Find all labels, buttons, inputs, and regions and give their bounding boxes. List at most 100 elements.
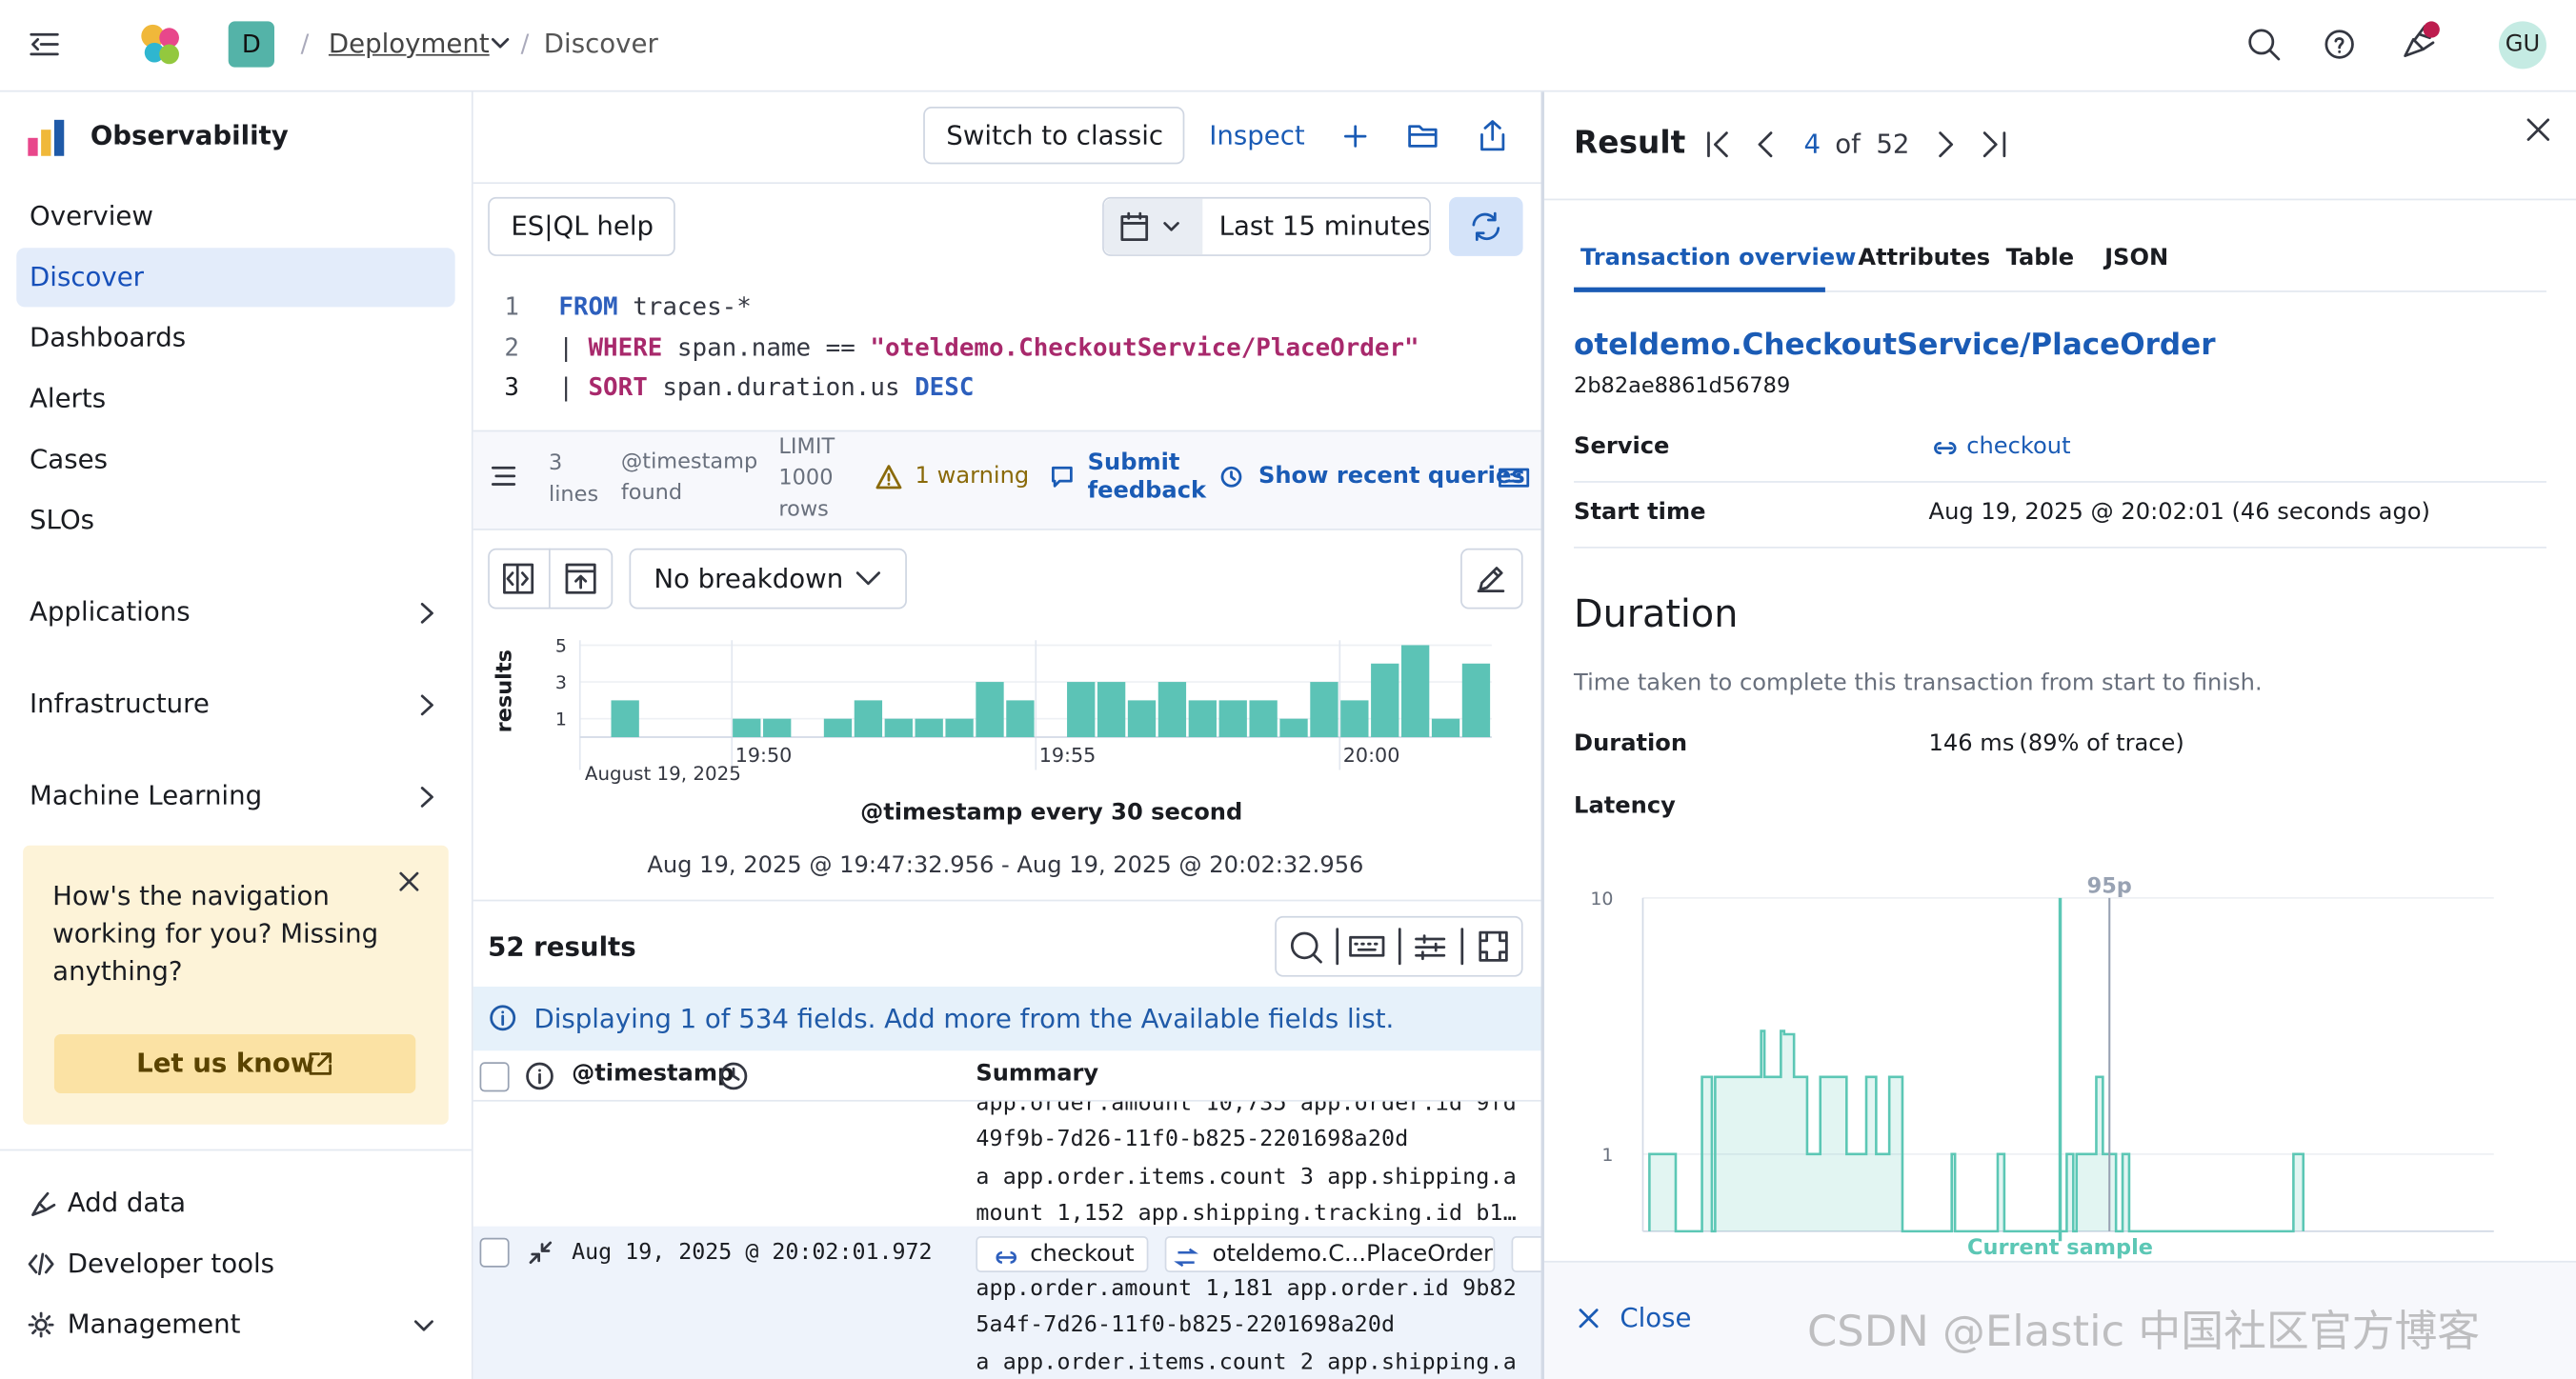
nav-item[interactable]: SLOs [30, 504, 95, 535]
user-avatar[interactable]: GU [2498, 21, 2546, 70]
nav-item[interactable]: Discover [30, 261, 145, 292]
bar[interactable] [1461, 663, 1491, 737]
time-range[interactable]: Last 15 minutes [1218, 210, 1431, 242]
bar[interactable] [854, 700, 883, 737]
edit-button[interactable] [1460, 548, 1523, 610]
footer-item[interactable]: Add data [67, 1187, 187, 1219]
row-checkbox[interactable] [479, 1237, 510, 1268]
bar[interactable] [1218, 700, 1247, 737]
nav-group[interactable]: Applications [30, 595, 191, 628]
nav-group[interactable]: Machine Learning [30, 779, 263, 811]
nav-item[interactable]: Cases [30, 443, 108, 475]
bar[interactable] [611, 700, 639, 737]
divider [548, 548, 551, 610]
bar[interactable] [1249, 700, 1278, 737]
bar[interactable] [1188, 700, 1217, 737]
bar[interactable] [1067, 682, 1096, 737]
tab[interactable]: Transaction overview [1580, 245, 1857, 271]
switch-label[interactable]: Switch to classic [946, 119, 1164, 151]
bar[interactable] [1310, 682, 1338, 737]
space-avatar[interactable]: D [228, 21, 274, 68]
recent-queries[interactable]: Show recent queries [1258, 463, 1525, 490]
breadcrumb[interactable]: Deployment [328, 28, 490, 60]
column-header[interactable]: Summary [976, 1061, 1099, 1088]
switch-button[interactable] [923, 107, 1185, 165]
footer-icon [31, 1191, 56, 1216]
footer-item[interactable]: Developer tools [67, 1248, 275, 1279]
search-icon[interactable] [2247, 28, 2281, 61]
nav-selected[interactable] [16, 248, 455, 308]
badge[interactable]: checkout [976, 1236, 1149, 1272]
new-icon[interactable] [1343, 125, 1367, 148]
callout-button-label[interactable]: Let us know [136, 1047, 315, 1079]
breakdown-select[interactable] [629, 548, 907, 610]
feedback-link[interactable]: Submit feedback [1087, 450, 1207, 505]
column-header[interactable]: @timestamp [572, 1061, 735, 1088]
bar[interactable] [1431, 718, 1460, 737]
summary-line: 5a4f-7d26-11f0-b825-2201698a20d [976, 1311, 1396, 1339]
bar[interactable] [1371, 663, 1399, 737]
close-icon[interactable] [1579, 1309, 1599, 1329]
elastic-logo[interactable] [138, 21, 184, 67]
menu-icon[interactable] [30, 31, 59, 58]
divider [1574, 547, 2546, 549]
bar[interactable] [976, 682, 1004, 737]
bar[interactable] [1279, 718, 1308, 737]
bar[interactable] [823, 718, 853, 737]
pager-icons[interactable] [1705, 131, 2018, 158]
bar[interactable] [733, 718, 761, 737]
bar[interactable] [1127, 700, 1157, 737]
close-button[interactable]: Close [1620, 1301, 1692, 1333]
chart-icon[interactable] [565, 563, 596, 594]
bar[interactable] [1097, 682, 1126, 737]
tab[interactable]: Table [2005, 245, 2075, 271]
help-label[interactable]: ES|QL help [511, 210, 654, 242]
bar[interactable] [1006, 700, 1035, 737]
bar[interactable] [763, 718, 792, 737]
history-icon [1220, 466, 1242, 488]
bar[interactable] [884, 718, 913, 737]
share-icon[interactable] [1480, 120, 1505, 151]
bar[interactable] [1340, 700, 1369, 737]
nav-item[interactable]: Overview [30, 200, 153, 232]
date-quick-menu[interactable] [1103, 198, 1203, 255]
open-icon[interactable] [1408, 123, 1439, 150]
breakdown-label[interactable]: No breakdown [654, 563, 844, 595]
bar[interactable] [1157, 682, 1187, 737]
bar[interactable] [1400, 645, 1430, 737]
grid-toolbar-icons[interactable] [1288, 928, 1518, 966]
nav-item[interactable]: Alerts [30, 382, 107, 414]
header-border [0, 90, 2576, 92]
close-icon[interactable] [399, 871, 419, 891]
footer-item[interactable]: Management [67, 1308, 241, 1340]
bar[interactable] [915, 718, 943, 737]
pager-total: 52 [1876, 128, 1910, 160]
keyboard-icon[interactable] [1499, 468, 1530, 488]
help-icon[interactable] [2324, 30, 2354, 59]
bar[interactable] [945, 718, 974, 737]
inspect-link[interactable]: Inspect [1209, 119, 1305, 151]
histogram-title: @timestamp every 30 second [860, 799, 1243, 827]
toggle-icon[interactable] [503, 563, 534, 594]
news-icon[interactable] [2400, 20, 2443, 63]
code-token: span.duration.us [647, 371, 916, 402]
transaction-name[interactable]: oteldemo.CheckoutService/PlaceOrder [1574, 328, 2216, 363]
breadcrumb: Discover [543, 28, 658, 60]
select-all-checkbox[interactable] [479, 1062, 510, 1092]
badge[interactable]: oteldemo.C...PlaceOrder [1164, 1236, 1496, 1272]
limit-status: LIMIT 1000 rows [778, 434, 835, 523]
warning-link[interactable]: 1 warning [915, 463, 1030, 490]
refresh-button[interactable] [1449, 196, 1523, 256]
callout-button[interactable] [53, 1034, 416, 1094]
tab[interactable]: Attributes [1858, 245, 1991, 271]
y-tick-label: 5 [555, 635, 567, 656]
nav-group[interactable]: Infrastructure [30, 688, 210, 720]
close-icon[interactable] [2526, 118, 2550, 141]
chevron-down[interactable] [413, 1320, 434, 1331]
field-value[interactable]: checkout [1966, 433, 2071, 461]
tab[interactable]: JSON [2104, 245, 2169, 271]
expand-icon[interactable] [529, 1241, 553, 1264]
help-button[interactable] [488, 196, 675, 256]
nav-item[interactable]: Dashboards [30, 321, 187, 353]
